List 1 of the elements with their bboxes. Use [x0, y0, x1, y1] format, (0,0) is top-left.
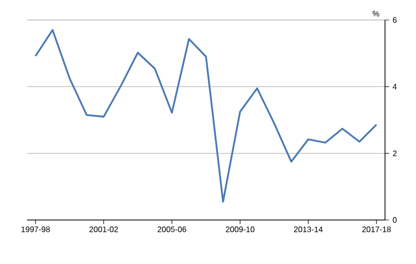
line-series: [34, 29, 378, 203]
